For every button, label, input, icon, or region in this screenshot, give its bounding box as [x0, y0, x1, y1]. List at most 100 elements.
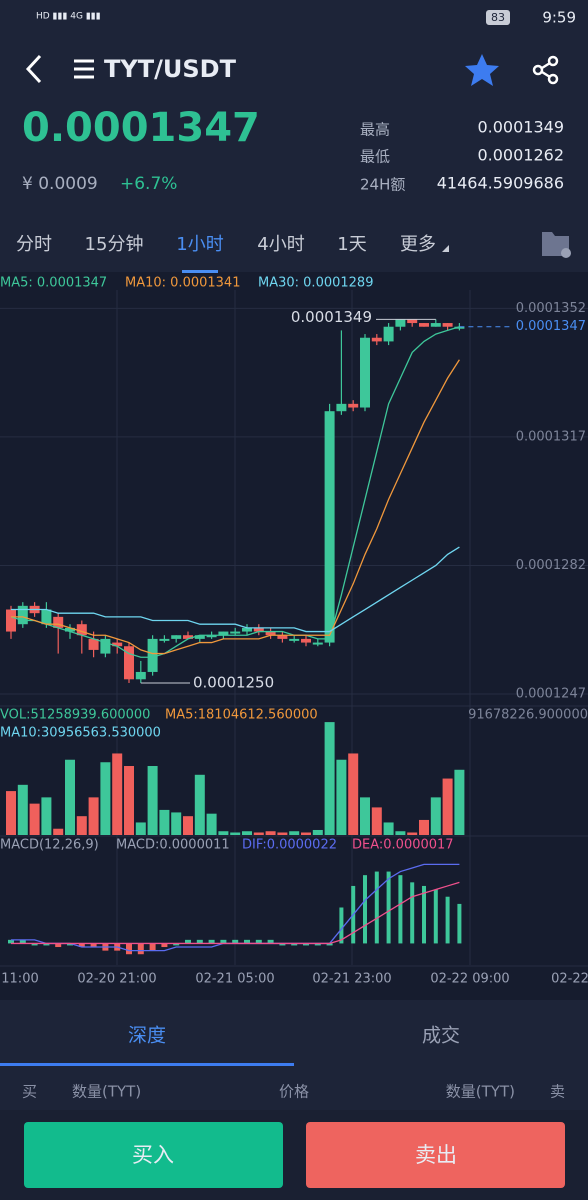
- macd-bar: [67, 943, 73, 946]
- volume-bar: [395, 831, 406, 835]
- macd-legend: DEA:0.0000017: [352, 838, 454, 853]
- volume-bar: [442, 778, 453, 835]
- macd-bar: [173, 943, 180, 946]
- volume-bar: [383, 822, 394, 835]
- candle-body: [419, 323, 429, 327]
- volume-bar: [6, 791, 16, 835]
- macd-bar: [255, 939, 262, 944]
- candle-body: [277, 635, 288, 639]
- folder-icon[interactable]: [542, 232, 571, 258]
- volume-bar: [88, 797, 99, 835]
- volume-bar: [242, 831, 252, 835]
- tab-underline: [0, 1063, 294, 1066]
- macd-bar: [386, 871, 391, 944]
- macd-bar: [339, 907, 344, 944]
- macd-bar: [8, 939, 14, 944]
- macd-bar: [422, 885, 426, 944]
- volume-bar: [53, 828, 64, 835]
- candle-body: [312, 642, 323, 645]
- cny-price: ¥ 0.0009: [22, 174, 98, 194]
- macd-bar: [244, 939, 250, 944]
- tab[interactable]: 1天: [337, 234, 366, 255]
- volume-bar: [112, 753, 123, 835]
- volume-bar: [371, 807, 382, 835]
- x-tick-label: 11:00: [1, 972, 38, 987]
- buy-label: 买入: [132, 1143, 174, 1167]
- buy-button[interactable]: [24, 1122, 283, 1188]
- trades-tab[interactable]: 成交: [422, 1025, 460, 1047]
- vol-legend: MA10:30956563.530000: [0, 726, 161, 741]
- macd-bar: [208, 939, 215, 944]
- stat-value: 41464.5909686: [437, 174, 564, 193]
- candle-body: [147, 638, 158, 672]
- macd-bar: [220, 939, 227, 944]
- candle-body: [454, 326, 465, 329]
- volume-bar: [312, 829, 323, 835]
- tab[interactable]: 4小时: [257, 234, 304, 255]
- volume-bar: [301, 832, 311, 835]
- ma-legend: MA30: 0.0001289: [258, 276, 373, 291]
- volume-bar: [65, 759, 75, 835]
- volume-bar: [183, 816, 193, 835]
- candle-body: [206, 635, 217, 638]
- macd-bar: [19, 939, 26, 944]
- more-arrow: [442, 245, 449, 252]
- volume-bar: [360, 797, 370, 835]
- x-tick-label: 02-22 09:00: [430, 972, 509, 987]
- macd-bar: [31, 943, 38, 946]
- ma30-line: [11, 546, 460, 633]
- candle-body: [242, 627, 252, 632]
- x-tick-label: 02-21 05:00: [195, 972, 274, 987]
- clock: 9:59: [542, 9, 576, 27]
- stat-value: 0.0001349: [477, 118, 564, 137]
- depth-tab[interactable]: 深度: [128, 1025, 166, 1047]
- tab[interactable]: 分时: [16, 234, 52, 255]
- volume-bar: [171, 812, 182, 835]
- vol-max-label: 91678226.900000: [468, 708, 588, 723]
- sell-button[interactable]: [306, 1122, 565, 1188]
- share[interactable]: [532, 55, 559, 85]
- stat-label: 最高: [360, 121, 390, 139]
- candle-body: [159, 638, 170, 641]
- volume-bar: [194, 774, 205, 835]
- volume-bar: [324, 722, 335, 835]
- x-tick-label: 02-21 23:00: [312, 972, 391, 987]
- macd-bar: [398, 875, 403, 944]
- macd-bar: [433, 889, 438, 944]
- candle-body: [430, 323, 441, 327]
- candle-body: [17, 605, 28, 625]
- candle-body: [112, 642, 123, 647]
- x-tick-label: 02-20 21:00: [77, 972, 156, 987]
- volume-bar: [41, 797, 52, 835]
- macd-bar: [78, 943, 85, 948]
- macd-bar: [137, 943, 144, 955]
- y-tick-label: 0.0001282: [516, 558, 586, 573]
- tab[interactable]: 更多: [400, 234, 436, 255]
- macd-legend: MACD:0.0000011: [116, 838, 230, 853]
- candle-body: [301, 638, 311, 643]
- ma-legend: MA5: 0.0001347: [0, 276, 107, 291]
- candle-body: [407, 319, 418, 324]
- macd-bar: [161, 943, 168, 948]
- macd-legend: DIF:0.0000022: [242, 838, 337, 853]
- back-button[interactable]: [25, 54, 42, 84]
- volume-bar: [218, 831, 229, 835]
- volume-bar: [419, 819, 429, 835]
- y-tick-label: 0.0001352: [516, 301, 586, 316]
- column-header: 卖: [550, 1083, 565, 1101]
- candle-body: [194, 635, 205, 639]
- macd-bar: [196, 939, 203, 944]
- column-header: 价格: [279, 1083, 309, 1101]
- macd-bar: [126, 943, 132, 955]
- volume-bar: [17, 784, 28, 835]
- macd-bar: [43, 943, 50, 946]
- low-label: 0.0001250: [193, 673, 274, 691]
- candle-body: [395, 319, 406, 327]
- tab[interactable]: 15分钟: [85, 234, 144, 255]
- tab[interactable]: 1小时: [176, 234, 223, 255]
- menu-icon[interactable]: [74, 59, 94, 79]
- macd-bar: [267, 939, 274, 944]
- favorite[interactable]: [465, 54, 499, 86]
- high-label: 0.0001349: [291, 308, 372, 326]
